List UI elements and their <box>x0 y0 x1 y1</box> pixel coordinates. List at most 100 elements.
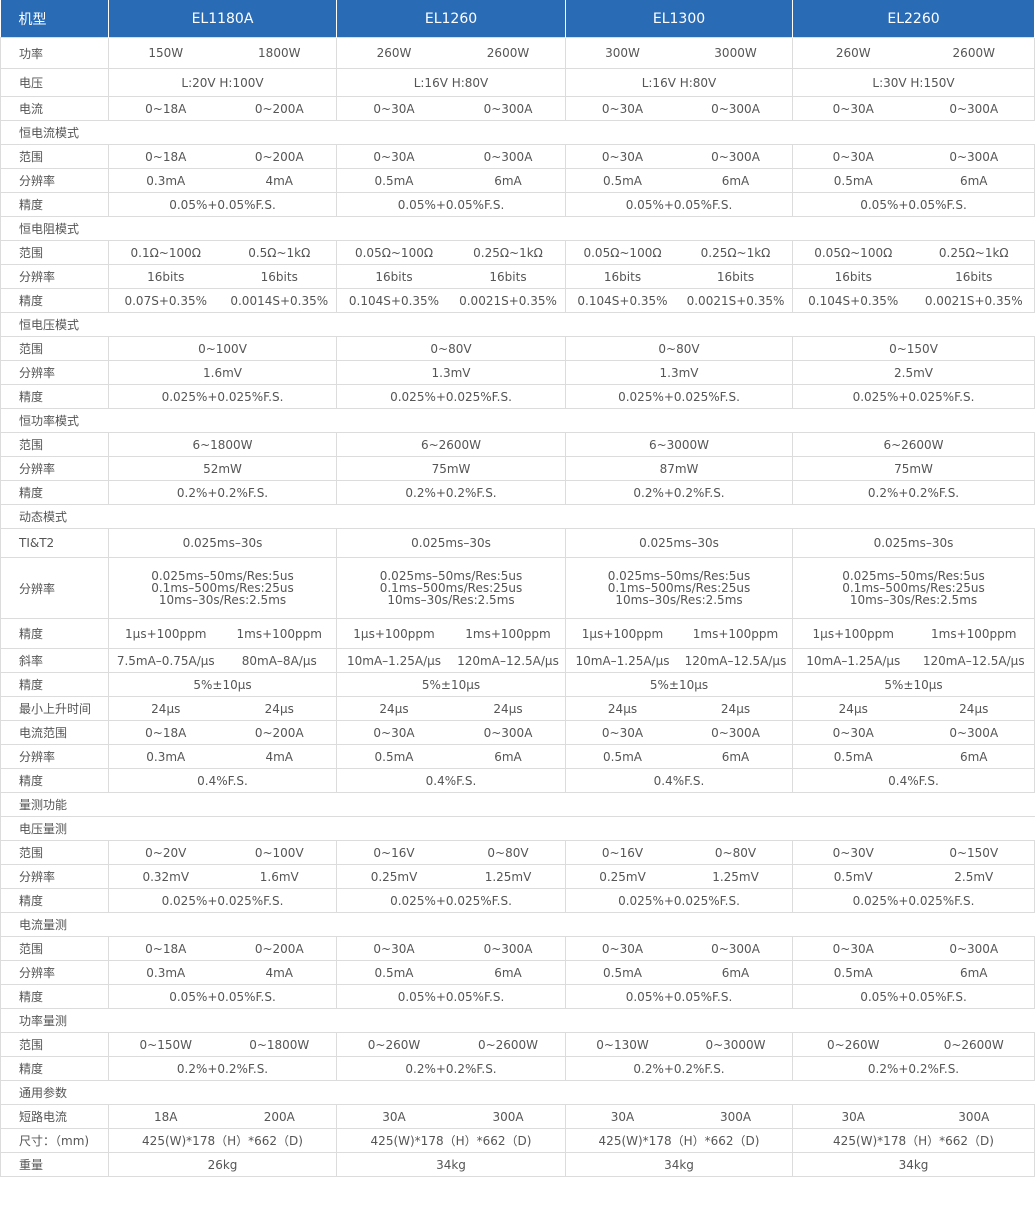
value: 120mA–12.5A/μs <box>684 653 787 668</box>
value-pair: 16bits 16bits <box>109 270 336 284</box>
spec-cell: 30A 300A <box>565 1104 793 1129</box>
row-label: 分辨率 <box>0 744 109 769</box>
value: 0~30V <box>832 845 874 860</box>
spec-cell: 1μs+100ppm 1ms+100ppm <box>108 618 337 649</box>
spec-cell: 425(W)*178（H）*662（D) <box>336 1128 566 1153</box>
value: 0.05%+0.05%F.S. <box>860 989 967 1004</box>
table-row: 重量 26kg 34kg 34kg 34kg <box>0 1152 1035 1177</box>
spec-cell: 26kg <box>108 1152 337 1177</box>
spec-cell: 0~260W 0~2600W <box>792 1032 1035 1057</box>
value-pair: 0~30V 0~150V <box>793 846 1034 860</box>
value-pair: 18A 200A <box>109 1110 336 1124</box>
spec-cell: 6~1800W <box>108 432 337 457</box>
value: 0.025ms–30s <box>411 536 491 550</box>
header-label: 机型 <box>0 0 109 38</box>
spec-cell: 0.05%+0.05%F.S. <box>336 192 566 217</box>
value: 0~300A <box>483 101 533 116</box>
spec-cell: 16bits 16bits <box>792 264 1035 289</box>
spec-cell: 34kg <box>336 1152 566 1177</box>
header-model: EL1180A <box>108 0 337 38</box>
spec-cell: 0.05%+0.05%F.S. <box>336 984 566 1009</box>
spec-cell: 0.25mV 1.25mV <box>336 864 566 889</box>
value: 24μs <box>720 701 751 716</box>
value: L:20V H:100V <box>181 75 264 90</box>
value: 0.2%+0.2%F.S. <box>405 1061 497 1076</box>
spec-cell: 0~30V 0~150V <box>792 840 1035 865</box>
spec-cell: 0.104S+0.35% 0.0021S+0.35% <box>792 288 1035 313</box>
spec-cell: 0.2%+0.2%F.S. <box>792 480 1035 505</box>
spec-cell: 0.5mA 6mA <box>565 168 793 193</box>
value: 0.5Ω~1kΩ <box>248 245 311 260</box>
value: 24μs <box>493 701 523 716</box>
spec-cell: 0.4%F.S. <box>565 768 793 793</box>
value-pair: 0.5mA 6mA <box>337 174 565 188</box>
spec-cell: 0~30A 0~300A <box>565 936 793 961</box>
value-pair: 0.25mV 1.25mV <box>337 870 565 884</box>
value: 0~300A <box>483 725 533 740</box>
spec-cell: 24μs 24μs <box>336 696 566 721</box>
header-model: EL2260 <box>792 0 1035 38</box>
spec-cell: 0~260W 0~2600W <box>336 1032 566 1057</box>
value: 0.4%F.S. <box>888 773 939 788</box>
value: 0.05%+0.05%F.S. <box>625 989 733 1004</box>
row-label: 范围 <box>0 432 109 457</box>
spec-cell: 24μs 24μs <box>108 696 337 721</box>
spec-cell: 0.025%+0.025%F.S. <box>565 888 793 913</box>
value-pair: 0.5mA 6mA <box>566 174 792 188</box>
value: 0~300A <box>483 941 533 956</box>
section-title: 恒电阻模式 <box>0 216 1035 241</box>
value-pair: 0~30A 0~300A <box>337 942 565 956</box>
value: 425(W)*178（H）*662（D) <box>598 1134 760 1148</box>
spec-cell: 1.3mV <box>565 360 793 385</box>
value: 0.0021S+0.35% <box>459 293 557 308</box>
spec-cell: 0.5mA 6mA <box>792 744 1035 769</box>
table-row: 分辨率 0.3mA 4mA 0.5mA 6mA 0.5mA 6mA 0.5mA 6mA <box>0 168 1035 193</box>
spec-cell: 24μs 24μs <box>565 696 793 721</box>
value-pair: 0~30A 0~300A <box>337 150 565 164</box>
spec-cell: 0.2%+0.2%F.S. <box>108 1056 337 1081</box>
value: 0~18A <box>145 149 187 164</box>
row-label: 范围 <box>0 936 109 961</box>
value: 0.3mA <box>146 965 186 980</box>
value-pair: 0.5mA 6mA <box>337 966 565 980</box>
section-title: 恒电压模式 <box>0 312 1035 337</box>
value: 0.025%+0.025%F.S. <box>618 893 740 908</box>
value: 1.25mV <box>484 869 532 884</box>
spec-cell: 0~30A 0~300A <box>792 936 1035 961</box>
value: 75mW <box>431 461 471 476</box>
spec-cell: 1μs+100ppm 1ms+100ppm <box>336 618 566 649</box>
spec-cell: 0.05%+0.05%F.S. <box>565 192 793 217</box>
value-pair: 1μs+100ppm 1ms+100ppm <box>109 627 336 641</box>
value: 0~30A <box>601 101 644 116</box>
spec-cell: 0.5mA 6mA <box>565 960 793 985</box>
value: 0.025%+0.025%F.S. <box>852 389 975 404</box>
row-label: 电压 <box>0 68 109 97</box>
spec-cell: 0.5mV 2.5mV <box>792 864 1035 889</box>
value: 5%±10μs <box>649 677 709 692</box>
value: 7.5mA–0.75A/μs <box>116 653 215 668</box>
row-label: 分辨率 <box>0 456 109 481</box>
value: 0~200A <box>254 149 304 164</box>
row-label: 精度 <box>0 984 109 1009</box>
value: 1ms+100ppm <box>931 626 1017 641</box>
value: 0.25Ω~1kΩ <box>700 245 771 260</box>
value-line: 0.025ms–50ms/Res:5us <box>607 569 751 583</box>
value: 0.025ms–30s <box>873 536 954 550</box>
value: 0.2%+0.2%F.S. <box>176 1061 269 1076</box>
value: 10mA–1.25A/μs <box>806 653 901 668</box>
value: 24μs <box>838 701 868 716</box>
spec-cell: L:16V H:80V <box>565 68 793 97</box>
value-pair: 0.07S+0.35% 0.0014S+0.35% <box>109 294 336 308</box>
spec-cell: 10mA–1.25A/μs 120mA–12.5A/μs <box>336 648 566 673</box>
spec-cell: 1.3mV <box>336 360 566 385</box>
value: 0~16V <box>601 845 644 860</box>
table-row: 范围 6~1800W 6~2600W 6~3000W 6~2600W <box>0 432 1035 457</box>
section-title: 恒电流模式 <box>0 120 1035 145</box>
section-row: 功率量测 <box>0 1008 1035 1033</box>
value-pair: 0.104S+0.35% 0.0021S+0.35% <box>566 294 792 308</box>
value: 6mA <box>959 173 988 188</box>
spec-cell: 0.5mA 6mA <box>792 960 1035 985</box>
value: 0.25Ω~1kΩ <box>938 245 1009 260</box>
table-row: 分辨率 16bits 16bits 16bits 16bits 16bits 16bits 1… <box>0 264 1035 289</box>
value-pair: 0~18A 0~200A <box>109 726 336 740</box>
